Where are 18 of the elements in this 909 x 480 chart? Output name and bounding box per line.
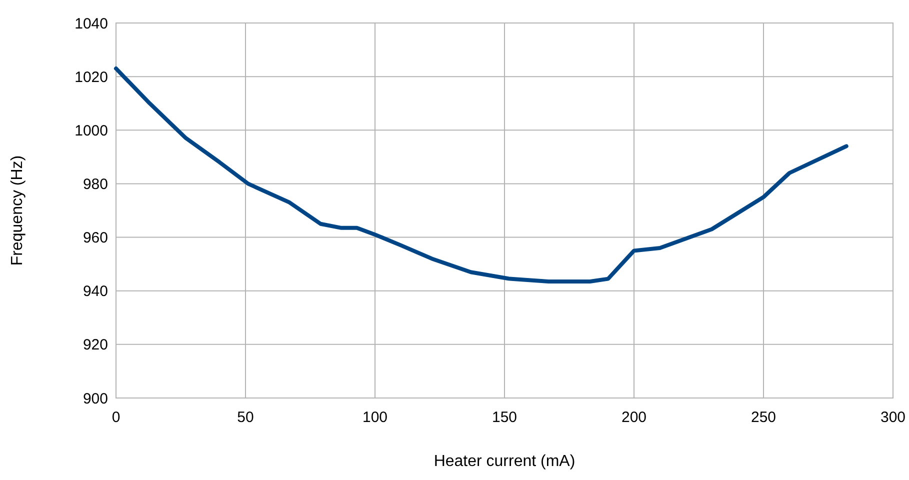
y-tick-label: 980 [82,176,108,193]
x-tick-label: 150 [492,409,518,426]
y-tick-label: 1020 [74,68,108,86]
y-tick-label: 1000 [74,122,108,140]
x-axis-title: Heater current (mA) [434,453,576,470]
y-tick-label: 920 [82,336,108,354]
x-tick-label: 300 [880,409,906,426]
y-tick-label: 900 [82,390,108,408]
line-series [114,66,848,284]
x-tick-label: 0 [112,409,120,426]
y-axis-title: Frequency (Hz) [9,155,26,266]
x-tick-label: 250 [750,409,776,426]
y-tick-label: 940 [82,283,108,300]
x-tick-label: 100 [362,409,388,426]
x-tick-label: 50 [237,409,254,426]
y-tick-label: 1040 [74,15,108,32]
y-tick-label: 960 [82,230,108,247]
x-tick-label: 200 [621,409,647,426]
